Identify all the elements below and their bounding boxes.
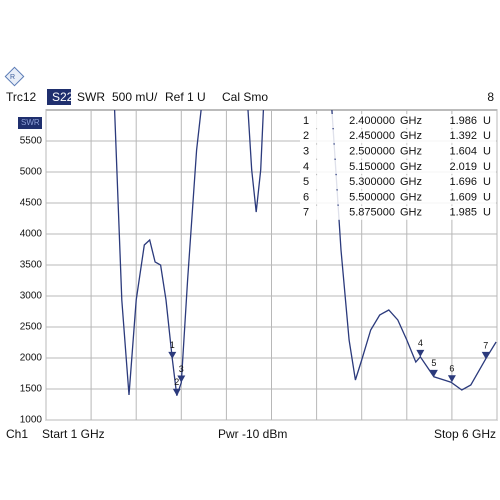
y-tick-label: 1500 <box>20 384 43 395</box>
table-bg <box>300 159 496 174</box>
table-unit: GHz <box>400 161 422 173</box>
trace-badge <box>47 89 71 105</box>
y-tick-label: 3500 <box>20 260 43 271</box>
table-value: 1.985 <box>449 207 477 219</box>
channel-number: 8 <box>487 90 494 104</box>
marker-label: 2 <box>174 377 179 387</box>
y-tick-label: 5500 <box>20 136 43 147</box>
table-bg <box>300 175 496 190</box>
table-marker: 5 <box>303 176 309 188</box>
table-marker: 2 <box>303 130 309 142</box>
table-frequency: 5.150000 <box>349 161 395 173</box>
y-tick-label: 1000 <box>20 415 43 426</box>
footer-power: Pwr -10 dBm <box>218 427 287 441</box>
table-value-unit: U <box>483 130 491 142</box>
table-frequency: 5.300000 <box>349 176 395 188</box>
table-value: 1.604 <box>449 146 477 158</box>
svg-text:R: R <box>10 74 15 81</box>
marker-label: 7 <box>483 340 488 350</box>
table-unit: GHz <box>400 207 422 219</box>
table-bg <box>300 205 496 220</box>
table-bg <box>300 144 496 159</box>
marker <box>447 375 456 383</box>
table-unit: GHz <box>400 130 422 142</box>
table-frequency: 2.400000 <box>349 115 395 127</box>
marker-label: 3 <box>179 364 184 374</box>
footer-channel: Ch1 <box>6 427 28 441</box>
y-tick-label: 5000 <box>20 167 43 178</box>
header-item: SWR <box>77 90 105 104</box>
marker-label: 4 <box>418 338 423 348</box>
table-unit: GHz <box>400 191 422 203</box>
table-value: 1.986 <box>449 115 477 127</box>
marker <box>481 351 490 359</box>
marker <box>416 349 425 357</box>
y-box <box>18 117 42 129</box>
marker <box>168 351 177 359</box>
table-frequency: 2.500000 <box>349 146 395 158</box>
header-item: S22 <box>52 90 74 104</box>
footer-start: Start 1 GHz <box>42 427 105 441</box>
table-value-unit: U <box>483 146 491 158</box>
table-value-unit: U <box>483 115 491 127</box>
table-value-unit: U <box>483 207 491 219</box>
table-value-unit: U <box>483 176 491 188</box>
y-tick-label: 3000 <box>20 291 43 302</box>
header-item: Cal Smo <box>222 90 268 104</box>
table-bg <box>300 114 496 128</box>
table-marker: 1 <box>303 115 309 127</box>
y-tick-label: 4000 <box>20 229 43 240</box>
table-bg <box>300 190 496 205</box>
table-value: 1.696 <box>449 176 477 188</box>
table-marker: 7 <box>303 207 309 219</box>
table-frequency: 5.875000 <box>349 207 395 219</box>
table-marker: 3 <box>303 146 309 158</box>
table-marker: 6 <box>303 191 309 203</box>
header-item: Trc12 <box>6 90 37 104</box>
marker <box>177 375 186 383</box>
table-unit: GHz <box>400 146 422 158</box>
y-box-label: SWR <box>21 118 40 127</box>
table-unit: GHz <box>400 115 422 127</box>
table-value-unit: U <box>483 191 491 203</box>
table-marker: 4 <box>303 161 309 173</box>
header-item: Ref 1 U <box>165 90 206 104</box>
table-frequency: 2.450000 <box>349 130 395 142</box>
header-item: 500 mU/ <box>112 90 158 104</box>
marker <box>429 369 438 377</box>
footer-stop: Stop 6 GHz <box>434 427 496 441</box>
marker <box>172 388 181 396</box>
y-tick-label: 2500 <box>20 322 43 333</box>
table-value: 1.609 <box>449 191 477 203</box>
marker-label: 1 <box>170 340 175 350</box>
trace <box>113 110 497 396</box>
y-tick-label: 4500 <box>20 198 43 209</box>
table-value-unit: U <box>483 161 491 173</box>
y-tick-label: 2000 <box>20 353 43 364</box>
table-value: 1.392 <box>449 130 477 142</box>
table-value: 2.019 <box>449 161 477 173</box>
table-unit: GHz <box>400 176 422 188</box>
table-frequency: 5.500000 <box>349 191 395 203</box>
marker-label: 5 <box>431 358 436 368</box>
table-bg <box>300 129 496 144</box>
marker-label: 6 <box>449 364 454 374</box>
logo: R <box>4 66 25 87</box>
